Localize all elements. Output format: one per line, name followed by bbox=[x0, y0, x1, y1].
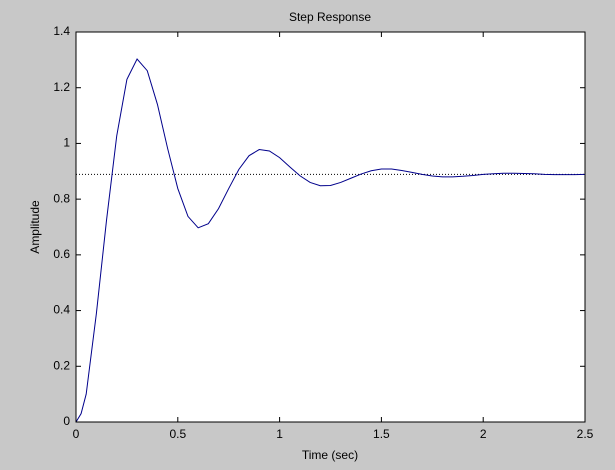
y-tick-label: 0.4 bbox=[53, 303, 70, 317]
response-line bbox=[75, 58, 586, 423]
y-tick-label: 0.8 bbox=[53, 191, 70, 205]
y-axis-label: Amplitude bbox=[28, 200, 42, 254]
x-axis-label: Time (sec) bbox=[302, 448, 358, 462]
y-tick-label: 1 bbox=[63, 136, 70, 150]
y-tick-label: 1.4 bbox=[53, 24, 70, 38]
chart-title: Step Response bbox=[289, 10, 371, 24]
y-tick-label: 0 bbox=[63, 414, 70, 428]
x-tick-label: 2 bbox=[480, 427, 487, 441]
axes-box bbox=[75, 31, 586, 423]
x-tick-label: 0 bbox=[73, 427, 80, 441]
y-tick-label: 0.6 bbox=[53, 247, 70, 261]
y-tick-label: 0.2 bbox=[53, 358, 70, 372]
plot-area bbox=[76, 32, 585, 422]
y-tick-label: 1.2 bbox=[53, 80, 70, 94]
x-tick-label: 2.5 bbox=[577, 427, 594, 441]
x-tick-label: 1.5 bbox=[373, 427, 390, 441]
x-tick-label: 0.5 bbox=[169, 427, 186, 441]
x-tick-label: 1 bbox=[276, 427, 283, 441]
